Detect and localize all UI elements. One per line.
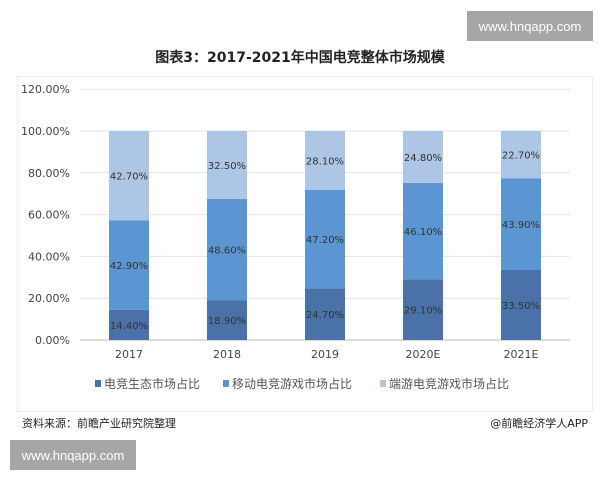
legend-swatch: [380, 380, 386, 387]
bar-segment: [207, 300, 247, 340]
bar-segment: [403, 182, 443, 280]
y-tick-label: 120.00%: [21, 83, 70, 96]
data-label: 32.50%: [208, 161, 246, 172]
source-note: 资料来源：前瞻产业研究院整理: [22, 417, 176, 430]
y-tick-label: 20.00%: [28, 292, 70, 305]
x-tick-label: 2020E: [406, 348, 441, 361]
bar-segment: [403, 131, 443, 183]
data-label: 18.90%: [208, 316, 246, 327]
y-tick-label: 0.00%: [35, 334, 70, 347]
data-label: 42.70%: [110, 172, 148, 183]
y-tick-label: 40.00%: [28, 250, 70, 263]
legend-label: 电竞生态市场占比: [104, 376, 200, 391]
chart-frame: [17, 76, 593, 412]
legend-swatch: [95, 380, 101, 387]
bar-segment: [305, 288, 345, 340]
data-label: 24.80%: [404, 153, 442, 164]
bar-segment: [207, 131, 247, 199]
data-label: 28.10%: [306, 156, 344, 167]
bar-segment: [305, 131, 345, 190]
bar-segment: [109, 131, 149, 221]
credit-note: @前瞻经济学人APP: [490, 417, 588, 430]
data-label: 46.10%: [404, 227, 442, 238]
data-label: 22.70%: [502, 151, 540, 162]
x-tick-label: 2017: [115, 348, 143, 361]
data-label: 33.50%: [502, 301, 540, 312]
bar-segment: [109, 309, 149, 340]
data-label: 48.60%: [208, 246, 246, 257]
data-label: 43.90%: [502, 220, 540, 231]
bar-segment: [501, 269, 541, 340]
bar-segment: [109, 220, 149, 310]
data-label: 24.70%: [306, 310, 344, 321]
legend-swatch: [223, 380, 229, 387]
y-tick-label: 60.00%: [28, 209, 70, 222]
bar-segment: [501, 130, 541, 179]
bar-segment: [501, 178, 541, 270]
data-label: 29.10%: [404, 306, 442, 317]
y-tick-label: 100.00%: [21, 125, 70, 138]
chart-title: 图表3：2017-2021年中国电竞整体市场规模: [155, 50, 445, 66]
x-tick-label: 2021E: [504, 348, 539, 361]
data-label: 47.20%: [306, 235, 344, 246]
bar-segment: [305, 189, 345, 289]
x-tick-label: 2018: [213, 348, 241, 361]
y-tick-label: 80.00%: [28, 167, 70, 180]
x-tick-label: 2019: [311, 348, 339, 361]
bar-segment: [403, 279, 443, 340]
watermark: www.hnqapp.com: [10, 440, 136, 470]
legend-label: 端游电竞游戏市场占比: [389, 376, 509, 391]
data-label: 14.40%: [110, 321, 148, 332]
legend-label: 移动电竞游戏市场占比: [232, 376, 352, 391]
watermark: www.hnqapp.com: [467, 11, 593, 41]
data-label: 42.90%: [110, 261, 148, 272]
bar-segment: [207, 198, 247, 301]
